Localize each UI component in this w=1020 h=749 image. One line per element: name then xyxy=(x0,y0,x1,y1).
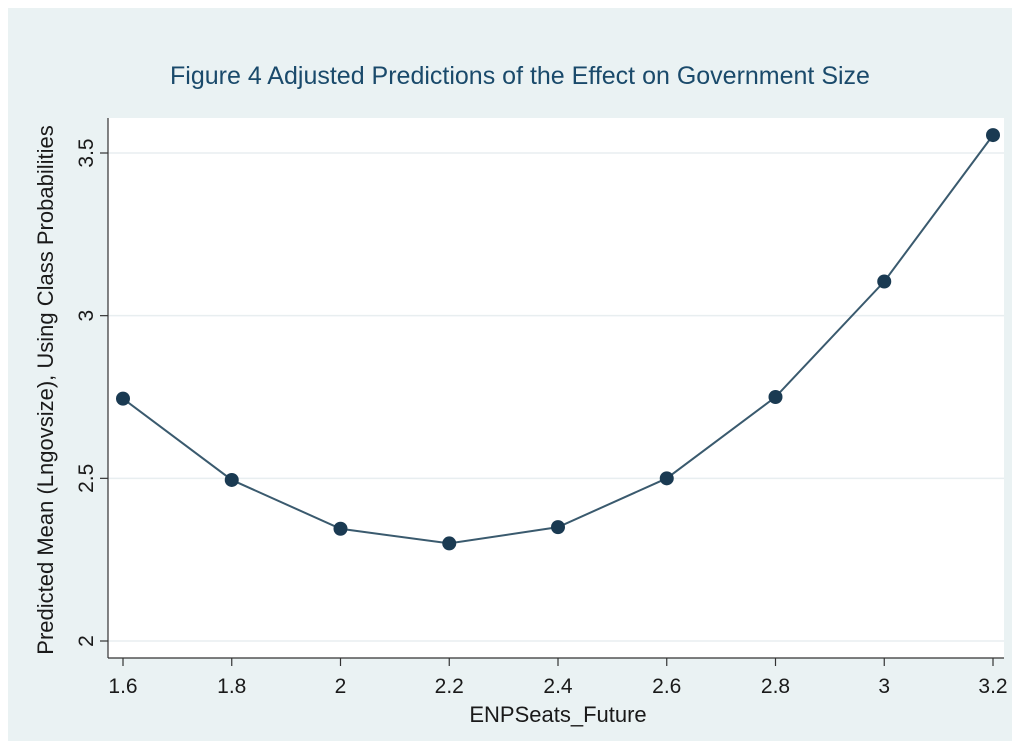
data-series xyxy=(116,128,1000,551)
chart-title: Figure 4 Adjusted Predictions of the Eff… xyxy=(170,62,870,90)
y-axis-label: Predicted Mean (Lngovsize), Using Class … xyxy=(33,125,58,654)
x-tick-label: 2.4 xyxy=(543,675,573,698)
y-tick-label: 3 xyxy=(75,310,98,322)
data-point xyxy=(877,274,892,289)
x-axis-label: ENPSeats_Future xyxy=(469,702,646,727)
y-tick-label: 3.5 xyxy=(75,138,98,167)
plot-area xyxy=(108,118,1004,658)
y-tick-label: 2 xyxy=(75,635,98,647)
x-tick-label: 2 xyxy=(335,675,347,698)
data-point xyxy=(224,472,239,487)
grid-lines xyxy=(108,152,1004,642)
x-tick-label: 2.8 xyxy=(761,675,790,698)
x-tick-label: 1.6 xyxy=(108,675,137,698)
data-point xyxy=(116,391,130,406)
axes: 2 2.5 3 3.5 1.6 1.8 2 2.2 2.4 2.6 2.8 3 3.2 xyxy=(75,118,1008,698)
x-tick-label: 2.6 xyxy=(652,675,681,698)
x-tick-label: 1.8 xyxy=(217,675,246,698)
x-tick-label: 3 xyxy=(878,675,890,698)
data-point xyxy=(551,520,565,535)
data-point xyxy=(442,536,457,551)
data-point xyxy=(333,521,348,536)
data-point xyxy=(986,128,1000,143)
x-tick-label: 2.2 xyxy=(435,675,464,698)
data-point xyxy=(768,390,783,404)
x-tick-label: 3.2 xyxy=(978,675,1007,698)
y-tick-label: 2.5 xyxy=(75,464,98,493)
data-point xyxy=(659,471,674,486)
